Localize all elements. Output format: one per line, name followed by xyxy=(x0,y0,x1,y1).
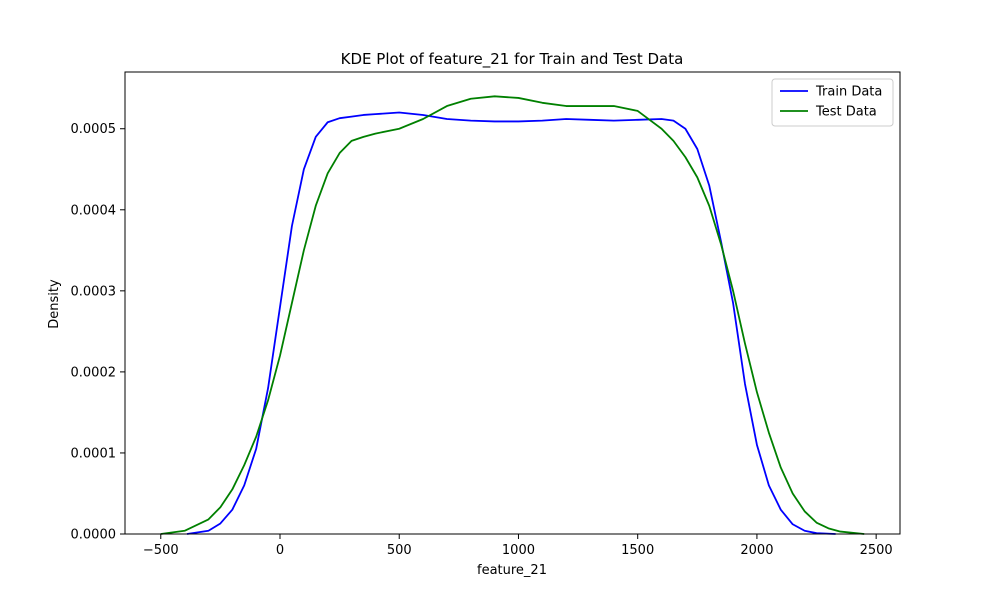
series-line-test xyxy=(160,95,865,535)
x-tick-label: 0 xyxy=(276,543,284,558)
y-tick-label: 0.0000 xyxy=(71,528,117,543)
x-tick-label: 500 xyxy=(387,543,412,558)
x-tick-label: −500 xyxy=(143,543,179,558)
chart-title: KDE Plot of feature_21 for Train and Tes… xyxy=(341,50,684,69)
ticks-layer: −500 0 500 1000 1500 2000 2500 0.0000 0.0001 0.00… xyxy=(71,122,893,558)
y-tick-label: 0.0004 xyxy=(71,203,117,218)
x-tick-label: 1000 xyxy=(502,543,535,558)
legend-label: Test Data xyxy=(815,105,877,120)
y-tick-label: 0.0005 xyxy=(71,122,117,137)
y-tick-label: 0.0003 xyxy=(71,284,117,299)
y-axis-label: Density xyxy=(47,279,62,329)
x-tick-label: 2000 xyxy=(740,543,773,558)
series-layer xyxy=(160,95,865,535)
y-tick-label: 0.0002 xyxy=(71,365,117,380)
legend-label: Train Data xyxy=(815,85,882,100)
y-tick-label: 0.0001 xyxy=(71,446,117,461)
series-line-train xyxy=(186,111,836,535)
legend: Train Data Test Data xyxy=(771,78,894,127)
x-axis-label: feature_21 xyxy=(477,563,547,578)
x-tick-label: 1500 xyxy=(621,543,654,558)
x-tick-label: 2500 xyxy=(860,543,893,558)
plot-area-frame xyxy=(124,71,901,535)
